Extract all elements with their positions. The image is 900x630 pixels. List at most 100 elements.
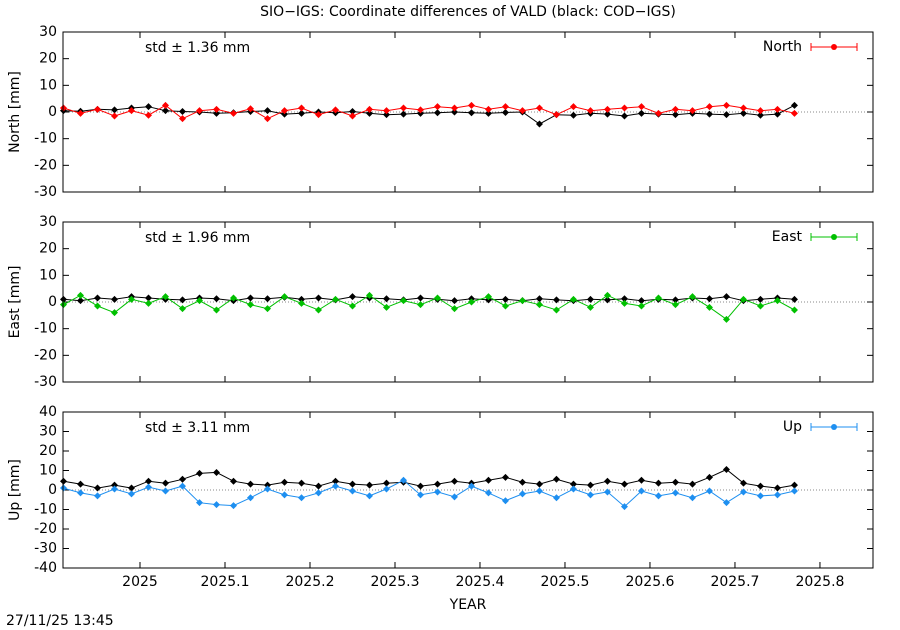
y-tick-label: 10	[39, 267, 57, 283]
point	[382, 479, 390, 487]
point	[213, 295, 221, 303]
y-tick-label: -20	[34, 157, 57, 173]
point	[145, 483, 153, 491]
point	[586, 491, 594, 499]
point	[705, 110, 713, 118]
point	[179, 107, 187, 115]
point	[348, 487, 356, 495]
legend-marker	[831, 44, 837, 50]
point	[179, 115, 187, 123]
point	[484, 476, 492, 484]
point	[77, 291, 85, 299]
point	[196, 107, 204, 115]
point	[552, 306, 560, 314]
point	[382, 111, 390, 119]
point	[365, 492, 373, 500]
y-tick-label: 0	[48, 104, 57, 120]
point	[94, 302, 102, 310]
point	[535, 104, 543, 112]
point	[382, 107, 390, 115]
point	[280, 293, 288, 301]
point	[739, 488, 747, 496]
y-tick-label: -20	[34, 347, 57, 363]
y-tick-label: 30	[39, 24, 57, 40]
point	[162, 487, 170, 495]
point	[263, 115, 271, 123]
point	[586, 295, 594, 303]
point	[213, 468, 221, 476]
point	[518, 297, 526, 305]
point	[128, 484, 136, 492]
point	[722, 111, 730, 119]
y-tick-label: -10	[34, 502, 57, 518]
point	[246, 294, 254, 302]
point	[569, 295, 577, 303]
point	[569, 480, 577, 488]
x-tick-label: 2025.8	[795, 574, 844, 590]
point	[433, 294, 441, 302]
point	[60, 484, 68, 492]
point	[688, 293, 696, 301]
point	[331, 295, 339, 303]
point	[280, 107, 288, 115]
y-axis-label: Up [mm]	[7, 459, 23, 521]
point	[365, 291, 373, 299]
point	[111, 106, 119, 114]
point	[162, 107, 170, 115]
point	[94, 105, 102, 113]
point	[297, 479, 305, 487]
point	[314, 482, 322, 490]
point	[535, 295, 543, 303]
legend-marker	[831, 424, 837, 430]
point	[179, 475, 187, 483]
point	[196, 499, 204, 507]
point	[705, 103, 713, 111]
point	[382, 485, 390, 493]
point	[179, 482, 187, 490]
point	[60, 301, 68, 309]
point	[705, 303, 713, 311]
y-tick-label: 20	[39, 443, 57, 459]
point	[620, 503, 628, 511]
point	[297, 104, 305, 112]
point	[688, 494, 696, 502]
point	[501, 473, 509, 481]
point	[773, 491, 781, 499]
point	[756, 295, 764, 303]
point	[484, 293, 492, 301]
point	[416, 491, 424, 499]
annotation: std ± 1.36 mm	[145, 40, 250, 56]
x-tick-label: 2025.1	[201, 574, 250, 590]
point	[128, 295, 136, 303]
y-axis-label: East [mm]	[7, 266, 23, 339]
point	[654, 492, 662, 500]
point	[365, 105, 373, 113]
point	[722, 315, 730, 323]
point	[77, 480, 85, 488]
point	[671, 111, 679, 119]
point	[213, 501, 221, 509]
point	[246, 494, 254, 502]
point	[705, 295, 713, 303]
point	[569, 103, 577, 111]
series-line	[63, 294, 795, 320]
point	[756, 482, 764, 490]
y-axis-label: North [mm]	[7, 71, 23, 153]
point	[773, 297, 781, 305]
point	[365, 109, 373, 117]
point	[603, 110, 611, 118]
point	[552, 111, 560, 119]
point	[128, 490, 136, 498]
point	[263, 107, 271, 115]
point	[586, 107, 594, 115]
point	[569, 111, 577, 119]
point	[77, 489, 85, 497]
point	[213, 109, 221, 117]
point	[314, 294, 322, 302]
point	[603, 488, 611, 496]
legend-label: Up	[783, 419, 802, 435]
point	[365, 481, 373, 489]
point	[773, 105, 781, 113]
point	[331, 477, 339, 485]
